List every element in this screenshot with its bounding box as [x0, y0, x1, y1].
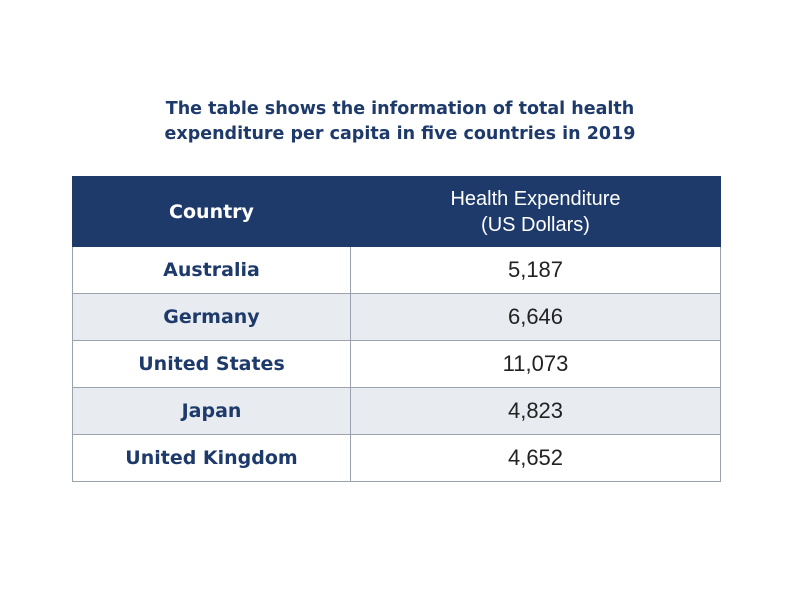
expenditure-cell: 4,652 [350, 434, 721, 482]
country-cell: Australia [72, 246, 351, 294]
chart-title-line-1: The table shows the information of total… [165, 99, 635, 119]
expenditure-cell: 5,187 [350, 246, 721, 294]
column-header-expenditure-line-2: (US Dollars) [481, 213, 590, 236]
chart-title-line-2: expenditure per capita in five countries… [164, 124, 636, 144]
column-header-expenditure: Health Expenditure (US Dollars) [350, 176, 721, 247]
table-row: United States 11,073 [72, 340, 721, 388]
expenditure-cell: 11,073 [350, 340, 721, 388]
country-cell: Japan [72, 387, 351, 435]
country-cell: United Kingdom [72, 434, 351, 482]
table-header-row: Country Health Expenditure (US Dollars) [72, 176, 721, 247]
country-cell: United States [72, 340, 351, 388]
expenditure-table: Country Health Expenditure (US Dollars) … [72, 176, 721, 482]
country-cell: Germany [72, 293, 351, 341]
table-row: United Kingdom 4,652 [72, 434, 721, 482]
expenditure-cell: 4,823 [350, 387, 721, 435]
table-row: Japan 4,823 [72, 387, 721, 435]
column-header-expenditure-line-1: Health Expenditure [450, 187, 621, 210]
table-row: Germany 6,646 [72, 293, 721, 341]
expenditure-cell: 6,646 [350, 293, 721, 341]
table-row: Australia 5,187 [72, 246, 721, 294]
column-header-country: Country [72, 176, 351, 247]
chart-title: The table shows the information of total… [0, 97, 800, 147]
